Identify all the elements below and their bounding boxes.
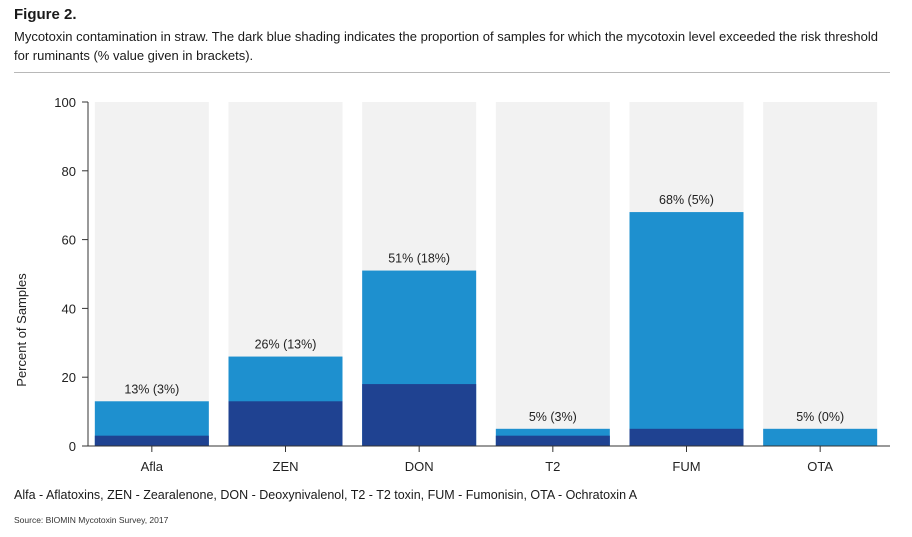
figure-title: Figure 2. [14, 6, 77, 23]
y-axis-label: Percent of Samples [14, 273, 29, 387]
y-tick-label: 0 [69, 439, 76, 454]
y-tick-label: 60 [62, 233, 76, 248]
x-tick-label: T2 [545, 459, 560, 474]
bar-above-threshold [228, 401, 343, 446]
column-background [495, 102, 610, 446]
bar-above-threshold [495, 435, 610, 446]
abbreviation-footnote: Alfa - Aflatoxins, ZEN - Zearalenone, DO… [14, 488, 638, 502]
data-label: 68% (5%) [659, 193, 714, 207]
bar-positive-samples [629, 212, 744, 446]
x-tick-label: Afla [141, 459, 164, 474]
data-label: 13% (3%) [124, 382, 179, 396]
y-axis: 0 20 40 60 80 100 [54, 95, 89, 454]
data-label: 51% (18%) [388, 252, 450, 266]
bar-positive-samples [763, 428, 878, 446]
bar-above-threshold [94, 435, 209, 446]
x-axis: Afla ZEN DON T2 FUM OTA [88, 445, 890, 474]
x-tick-label: OTA [807, 459, 833, 474]
column-background [94, 102, 209, 446]
y-tick-label: 20 [62, 370, 76, 385]
bar-chart: 0 20 40 60 80 100 13% (3%) 26% (13%) 51% (18%) 5… [14, 95, 890, 474]
figure-caption: Mycotoxin contamination in straw. The da… [14, 29, 878, 63]
y-tick-label: 80 [62, 164, 76, 179]
x-tick-label: DON [405, 459, 434, 474]
bar-above-threshold [629, 428, 744, 446]
caption-divider [14, 72, 890, 73]
x-tick-label: ZEN [273, 459, 299, 474]
bars: 13% (3%) 26% (13%) 51% (18%) 5% (3%) 68% (5%… [94, 102, 878, 446]
y-tick-label: 40 [62, 301, 76, 316]
source-note: Source: BIOMIN Mycotoxin Survey, 2017 [14, 515, 169, 525]
data-label: 5% (0%) [796, 410, 844, 424]
data-label: 26% (13%) [255, 338, 317, 352]
y-tick-label: 100 [54, 95, 76, 110]
data-label: 5% (3%) [529, 410, 577, 424]
x-tick-label: FUM [672, 459, 700, 474]
bar-above-threshold [362, 384, 477, 446]
column-background [763, 102, 878, 446]
